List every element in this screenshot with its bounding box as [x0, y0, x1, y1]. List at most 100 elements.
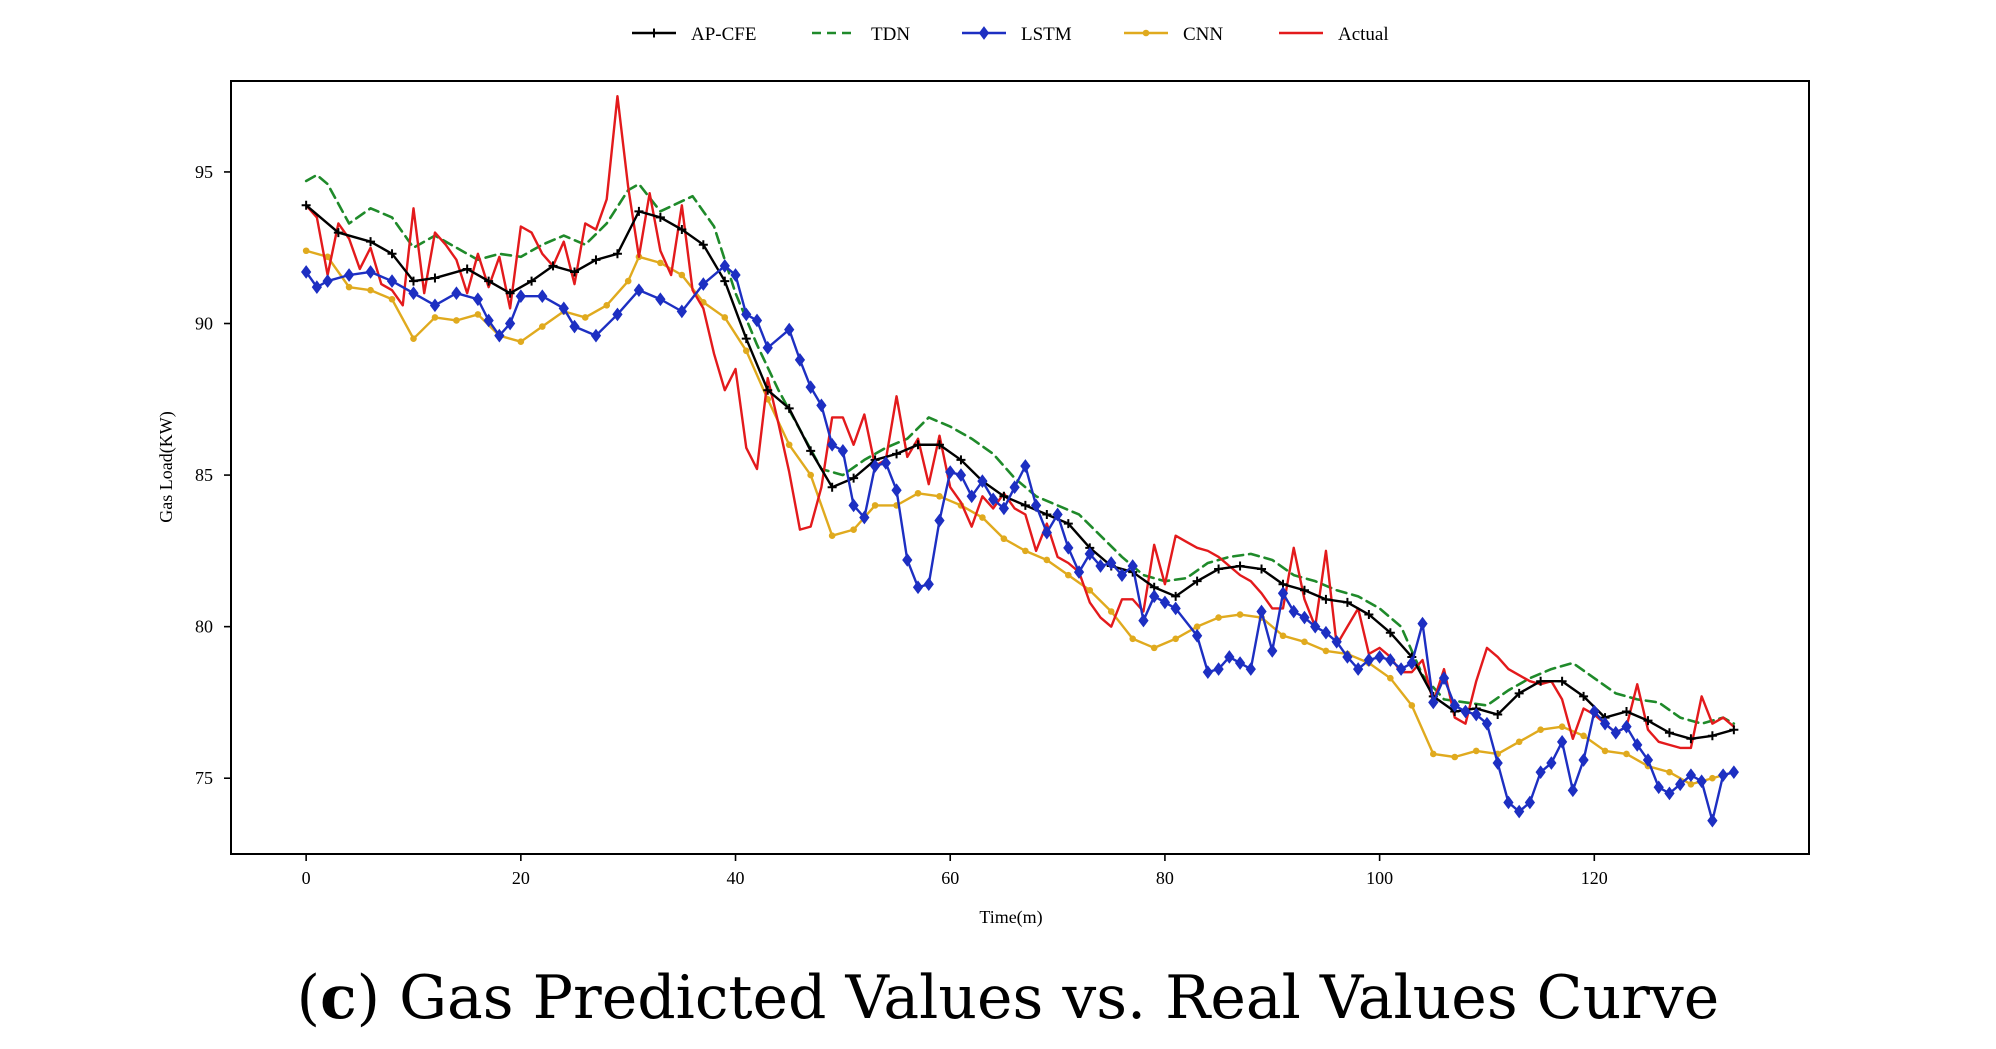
- data-point-cnn: [721, 314, 729, 321]
- data-point-lstm: [1052, 507, 1063, 522]
- data-point-ap-cfe: [698, 240, 708, 250]
- data-point-lstm: [1514, 804, 1525, 819]
- data-point-ap-cfe: [1235, 561, 1245, 571]
- data-point-cnn: [657, 259, 664, 267]
- data-point-cnn: [1215, 614, 1222, 621]
- data-point-ap-cfe: [913, 440, 923, 450]
- data-point-lstm: [869, 459, 881, 473]
- data-point-lstm: [934, 513, 945, 528]
- data-point-ap-cfe: [1514, 688, 1524, 698]
- data-point-cnn: [345, 283, 353, 291]
- data-point-cnn: [742, 347, 750, 355]
- data-point-lstm: [966, 489, 977, 504]
- data-point-lstm: [1589, 704, 1600, 719]
- data-point-lstm: [1159, 595, 1171, 610]
- y-axis-label: Gas Load(KW): [156, 411, 177, 522]
- data-point-ap-cfe: [333, 228, 343, 238]
- data-point-cnn: [474, 311, 482, 318]
- data-point-lstm: [1202, 665, 1213, 679]
- data-point-lstm: [816, 398, 827, 413]
- data-point-cnn: [539, 323, 546, 330]
- data-point-ap-cfe: [655, 212, 665, 222]
- data-point-lstm: [1041, 525, 1052, 540]
- data-point-lstm: [945, 465, 956, 479]
- data-point-lstm: [1578, 753, 1589, 767]
- data-point-lstm: [923, 577, 934, 592]
- data-point-ap-cfe: [408, 276, 418, 286]
- data-point-lstm: [912, 580, 924, 595]
- data-point-lstm: [837, 443, 849, 458]
- data-point-ap-cfe: [1493, 710, 1503, 720]
- data-point-cnn: [936, 492, 943, 500]
- caption-letter: c: [320, 963, 357, 1033]
- data-point-cnn: [1580, 732, 1587, 740]
- data-point-lstm: [1095, 559, 1106, 573]
- data-point-lstm: [1717, 768, 1729, 783]
- data-point-lstm: [827, 437, 838, 452]
- data-point-lstm: [1524, 795, 1536, 810]
- data-point-cnn: [1472, 747, 1480, 755]
- data-point-cnn: [367, 286, 374, 294]
- data-point-lstm: [1610, 725, 1621, 740]
- data-point-ap-cfe: [1299, 585, 1309, 595]
- data-point-ap-cfe: [1257, 564, 1267, 574]
- data-point-lstm: [1363, 653, 1375, 667]
- data-point-cnn: [388, 295, 396, 303]
- data-point-lstm: [1653, 780, 1664, 795]
- data-point-lstm: [1320, 625, 1332, 640]
- data-point-cnn: [1043, 556, 1051, 564]
- data-point-lstm: [741, 307, 752, 322]
- series-line-lstm: [304, 264, 1736, 822]
- legend-label: LSTM: [1021, 24, 1072, 45]
- data-point-lstm: [1481, 716, 1493, 731]
- data-point-cnn: [302, 247, 310, 255]
- series-cnn: [302, 247, 1738, 788]
- data-point-lstm: [311, 280, 323, 294]
- data-point-ap-cfe: [505, 288, 515, 298]
- data-point-ap-cfe: [1622, 707, 1632, 717]
- data-point-ap-cfe: [1579, 691, 1589, 701]
- data-point-lstm: [483, 313, 494, 328]
- data-point-ap-cfe: [1364, 610, 1374, 620]
- data-point-lstm: [784, 322, 795, 337]
- data-point-lstm: [1675, 777, 1686, 792]
- data-point-lstm: [1353, 662, 1364, 676]
- data-point-lstm: [1213, 662, 1224, 676]
- data-point-lstm: [1116, 568, 1128, 582]
- data-point-lstm: [1191, 628, 1203, 643]
- data-point-cnn: [1107, 608, 1115, 615]
- data-point-lstm: [1385, 653, 1396, 667]
- data-point-cnn: [678, 271, 686, 279]
- legend-item-actual: Actual: [1279, 24, 1389, 45]
- data-point-lstm: [676, 304, 687, 319]
- data-point-lstm: [880, 456, 891, 470]
- data-point-ap-cfe: [366, 237, 376, 247]
- data-point-lstm: [569, 319, 580, 334]
- data-point-cnn: [828, 532, 836, 540]
- legend-marker: [1142, 29, 1150, 37]
- data-point-cnn: [1601, 747, 1609, 755]
- data-point-ap-cfe: [1707, 731, 1717, 741]
- data-point-lstm: [1374, 650, 1385, 664]
- data-point-lstm: [504, 316, 516, 331]
- data-point-lstm: [762, 340, 773, 355]
- data-point-cnn: [807, 471, 814, 479]
- data-point-ap-cfe: [763, 385, 773, 395]
- data-point-lstm: [1556, 735, 1568, 749]
- data-point-cnn: [979, 514, 986, 521]
- y-tick-label: 90: [195, 314, 213, 334]
- data-point-lstm: [848, 498, 859, 513]
- data-point-lstm: [1127, 559, 1138, 573]
- series-tdn: [304, 173, 1736, 725]
- data-point-cnn: [603, 302, 611, 309]
- data-point-lstm: [386, 274, 398, 288]
- data-point-lstm: [1342, 650, 1353, 664]
- data-point-lstm: [977, 474, 988, 488]
- plot-frame: [230, 80, 1810, 855]
- data-point-lstm: [1084, 547, 1095, 561]
- legend-label: Actual: [1338, 24, 1389, 45]
- data-point-lstm: [1310, 619, 1321, 634]
- data-point-lstm: [891, 483, 902, 498]
- data-point-ap-cfe: [827, 482, 837, 492]
